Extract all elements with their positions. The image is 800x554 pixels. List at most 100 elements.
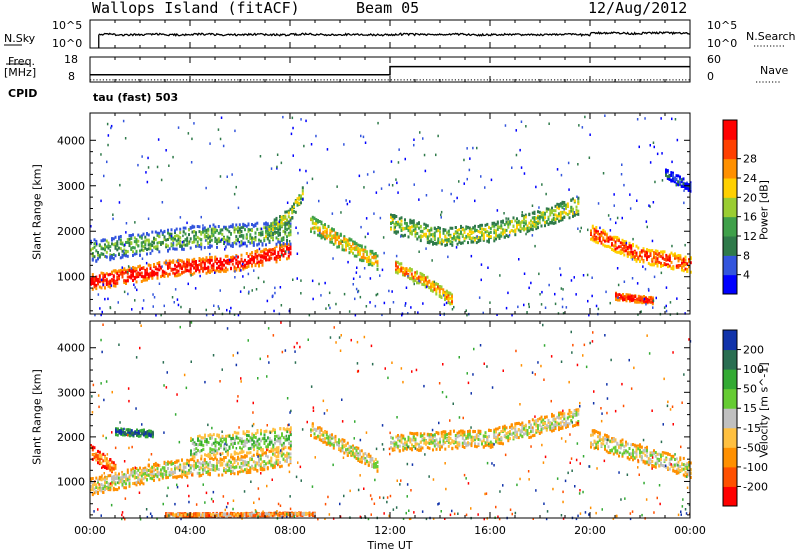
heatmap-cell xyxy=(137,272,140,276)
heatmap-cell xyxy=(458,441,461,445)
heatmap-cell xyxy=(280,464,283,468)
heatmap-cell xyxy=(184,265,187,269)
heatmap-cell xyxy=(677,259,680,263)
heatmap-cell xyxy=(177,467,180,471)
heatmap-cell xyxy=(274,428,276,432)
heatmap-cell xyxy=(554,213,557,217)
heatmap-cell xyxy=(374,254,377,258)
heatmap-cell xyxy=(324,226,326,229)
heatmap-cell xyxy=(618,245,620,249)
heatmap-cell xyxy=(465,442,468,446)
heatmap-cell xyxy=(144,278,147,282)
heatmap-cell xyxy=(202,443,205,447)
heatmap-cell xyxy=(558,214,560,218)
heatmap-cell xyxy=(112,488,115,492)
heatmap-scatter-cell xyxy=(395,178,397,181)
heatmap-cell xyxy=(400,269,403,273)
heatmap-cell xyxy=(621,238,624,242)
heatmap-cell xyxy=(614,250,617,254)
heatmap-cell xyxy=(128,484,131,488)
heatmap-cell xyxy=(186,269,189,273)
heatmap-cell xyxy=(686,186,688,190)
heatmap-cell xyxy=(367,263,370,267)
search-bottom-tick: 10^0 xyxy=(707,37,738,50)
heatmap-cell xyxy=(616,294,619,298)
heatmap-cell xyxy=(277,228,280,232)
heatmap-cell xyxy=(341,446,344,450)
heatmap-cell xyxy=(623,240,626,243)
heatmap-scatter-cell xyxy=(404,302,407,305)
heatmap-cell xyxy=(614,247,617,251)
heatmap-cell xyxy=(310,434,312,437)
heatmap-cell xyxy=(261,453,264,457)
heatmap-cell xyxy=(244,266,246,270)
heatmap-cell xyxy=(346,243,349,247)
heatmap-scatter-cell xyxy=(100,278,103,282)
heatmap-cell xyxy=(435,292,438,296)
heatmap-cell xyxy=(125,478,127,482)
heatmap-cell xyxy=(445,292,448,296)
heatmap-cell xyxy=(318,438,321,442)
heatmap-cell xyxy=(565,206,567,210)
heatmap-cell xyxy=(140,234,143,238)
heatmap-cell xyxy=(437,226,440,229)
heatmap-cell xyxy=(121,273,124,277)
heatmap-cell xyxy=(357,250,360,254)
heatmap-cell xyxy=(200,436,203,440)
heatmap-cell xyxy=(130,429,133,433)
heatmap-cell xyxy=(147,464,150,468)
heatmap-cell xyxy=(512,216,515,220)
heatmap-scatter-cell xyxy=(504,124,507,127)
heatmap-cell xyxy=(282,452,285,456)
heatmap-cell xyxy=(114,487,117,491)
heatmap-cell xyxy=(120,430,123,434)
heatmap-cell xyxy=(240,461,243,465)
heatmap-cell xyxy=(111,242,113,246)
heatmap-cell xyxy=(503,230,506,234)
heatmap-cell xyxy=(97,257,99,261)
heatmap-cell xyxy=(398,268,401,271)
heatmap-cell xyxy=(165,245,168,249)
heatmap-cell xyxy=(251,434,254,438)
heatmap-cell xyxy=(428,446,431,450)
heatmap-cell xyxy=(102,487,105,490)
heatmap-scatter-cell xyxy=(163,304,165,308)
heatmap-cell xyxy=(524,215,527,219)
heatmap-cell xyxy=(442,290,445,294)
heatmap-cell xyxy=(282,243,285,247)
heatmap-cell xyxy=(251,258,253,262)
heatmap-scatter-cell xyxy=(609,218,612,221)
heatmap-cell xyxy=(404,446,406,450)
heatmap-cell xyxy=(130,276,133,280)
heatmap-cell xyxy=(416,237,419,241)
heatmap-cell xyxy=(223,444,226,448)
heatmap-cell xyxy=(332,442,335,446)
heatmap-cell xyxy=(528,229,531,233)
heatmap-cell xyxy=(438,292,441,296)
heatmap-cell xyxy=(674,254,676,258)
heatmap-cell xyxy=(240,241,243,245)
heatmap-cell xyxy=(481,231,483,235)
heatmap-cell xyxy=(334,239,337,243)
heatmap-cell xyxy=(170,467,173,471)
heatmap-cell xyxy=(280,221,283,225)
heatmap-cell xyxy=(568,216,571,220)
heatmap-scatter-cell xyxy=(490,178,493,182)
heatmap-cell xyxy=(618,239,620,243)
heatmap-cell xyxy=(614,243,617,247)
heatmap-cell xyxy=(146,433,149,437)
heatmap-cell xyxy=(204,453,206,457)
heatmap-cell xyxy=(444,243,447,247)
heatmap-cell xyxy=(93,483,96,487)
heatmap-cell xyxy=(454,236,457,240)
heatmap-cell xyxy=(130,242,133,245)
heatmap-cell xyxy=(412,275,415,279)
heatmap-cell xyxy=(126,254,129,258)
heatmap-scatter-cell xyxy=(100,199,102,203)
heatmap-cell xyxy=(272,228,274,232)
heatmap-scatter-cell xyxy=(388,289,390,293)
heatmap-cell xyxy=(193,467,196,471)
heatmap-scatter-cell xyxy=(561,305,564,309)
heatmap-cell xyxy=(287,224,290,228)
heatmap-scatter-cell xyxy=(466,313,468,317)
